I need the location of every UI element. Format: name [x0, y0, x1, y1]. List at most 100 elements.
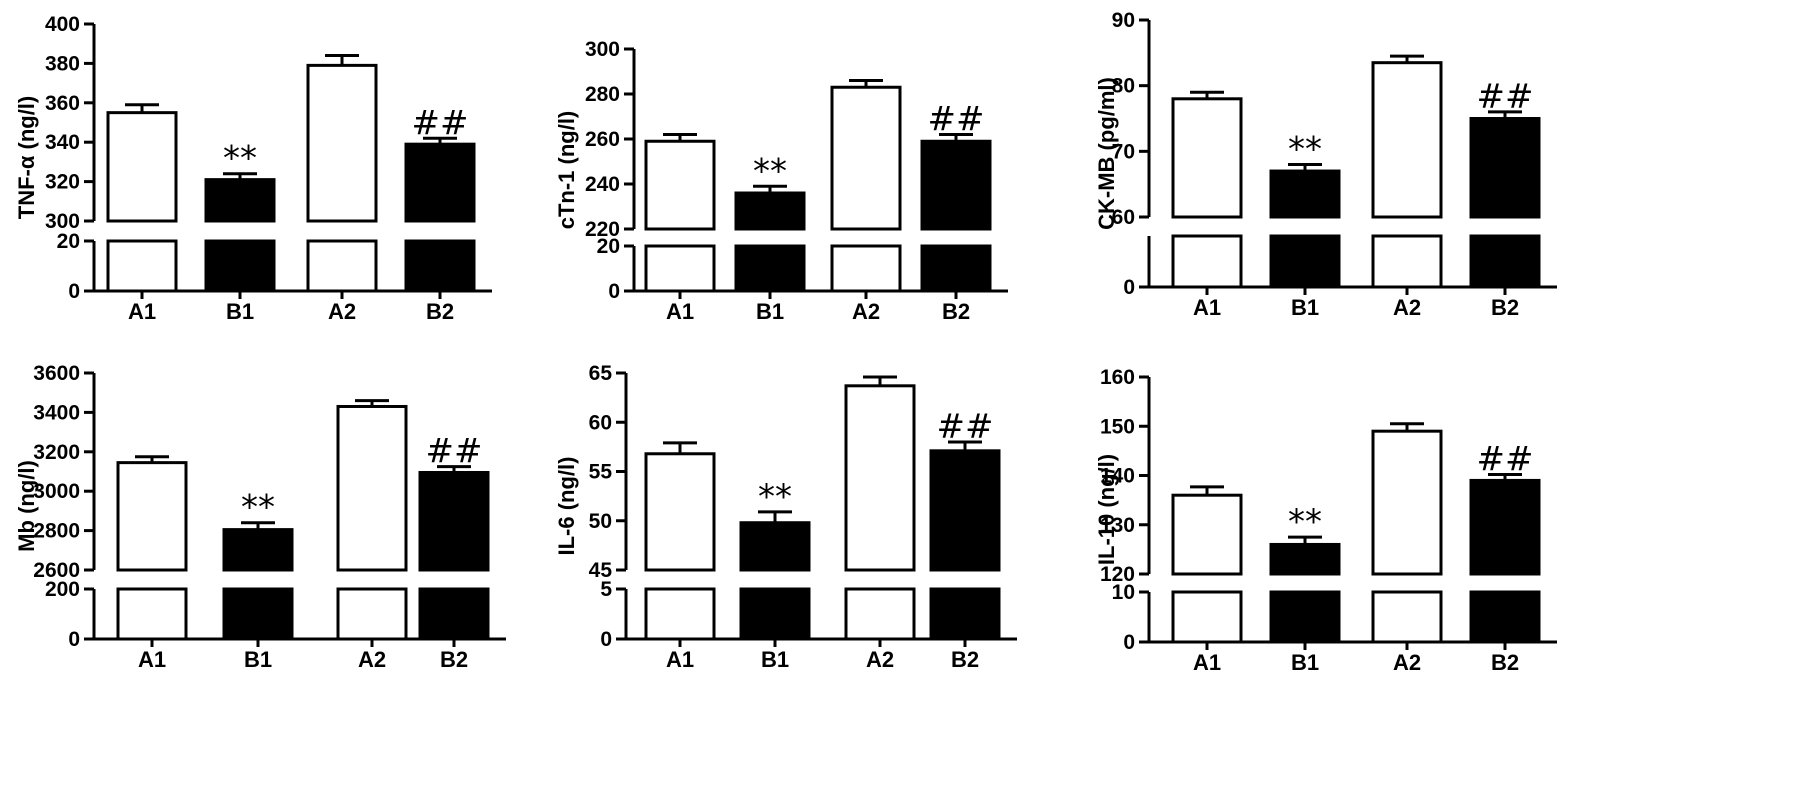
- bar-upper-a2: [844, 384, 916, 572]
- bar-lower-b2: [929, 587, 1001, 641]
- y-axis-title: CK-MB (pg/ml): [1094, 77, 1119, 230]
- bar-lower-a2: [830, 244, 902, 293]
- y-tick-label: 340: [45, 131, 80, 154]
- significance-label: ##: [412, 103, 469, 143]
- bar-lower-a1: [106, 239, 178, 293]
- y-tick-label: 0: [600, 628, 612, 651]
- y-tick-label: 380: [45, 52, 80, 75]
- bar-lower-b1: [1269, 590, 1341, 644]
- bar-lower-b2: [920, 244, 992, 293]
- x-tick-label: B2: [942, 299, 970, 324]
- x-tick-label: A2: [328, 299, 356, 324]
- y-tick-label: 3000: [33, 480, 80, 503]
- y-axis-title: IL-10 (ng/l): [1094, 454, 1119, 565]
- bar-lower-a2: [1371, 590, 1443, 644]
- y-tick-label: 360: [45, 92, 80, 115]
- significance-label: ##: [1477, 440, 1534, 480]
- bar-upper-a1: [116, 461, 188, 572]
- significance-label: **: [758, 477, 792, 517]
- y-tick-label: 50: [589, 510, 612, 533]
- x-tick-label: A2: [1393, 650, 1421, 675]
- bar-lower-b1: [204, 239, 276, 293]
- y-tick-label: 0: [68, 280, 80, 303]
- bar-upper-b2: [1469, 478, 1541, 576]
- x-tick-label: A2: [1393, 295, 1421, 320]
- bar-lower-b2: [1469, 234, 1541, 289]
- y-tick-label: 130: [1100, 514, 1135, 537]
- bar-lower-a2: [1371, 234, 1443, 289]
- bar-lower-b1: [222, 587, 294, 641]
- y-tick-label: 3400: [33, 401, 80, 424]
- bar-upper-a2: [1371, 61, 1443, 219]
- y-tick-label: 10: [1112, 581, 1135, 604]
- y-tick-label: 0: [1123, 276, 1135, 299]
- bar-lower-a2: [844, 587, 916, 641]
- chart-panel-5: 45 50 55 60 65 0 5 IL-6 (ng/l) A1 ** B1 A2 ## B2: [554, 362, 1017, 672]
- bar-upper-a1: [1171, 493, 1243, 576]
- significance-label: ##: [928, 100, 985, 140]
- y-axis-title: TNF-α (ng/l): [14, 96, 39, 219]
- significance-label: **: [223, 139, 257, 179]
- y-tick-label: 120: [1100, 563, 1135, 586]
- y-tick-label: 2600: [33, 559, 80, 582]
- bar-upper-b1: [1269, 169, 1341, 219]
- bar-upper-b1: [222, 528, 294, 572]
- y-tick-label: 3200: [33, 441, 80, 464]
- x-tick-label: B1: [1291, 295, 1319, 320]
- significance-label: **: [241, 488, 275, 528]
- bar-upper-a2: [306, 63, 378, 223]
- y-tick-label: 60: [1112, 206, 1135, 229]
- significance-label: **: [1288, 129, 1322, 169]
- bar-upper-a1: [106, 111, 178, 223]
- x-tick-label: A2: [852, 299, 880, 324]
- x-tick-label: A1: [138, 647, 166, 672]
- bar-lower-a2: [336, 587, 408, 641]
- y-tick-label: 2800: [33, 520, 80, 543]
- bar-upper-b2: [1469, 117, 1541, 219]
- bar-upper-b1: [734, 191, 806, 231]
- x-tick-label: B1: [761, 647, 789, 672]
- y-tick-label: 20: [597, 235, 620, 258]
- y-tick-label: 280: [585, 83, 620, 106]
- y-tick-label: 65: [589, 362, 613, 385]
- y-tick-label: 220: [585, 218, 620, 241]
- bar-upper-a1: [644, 139, 716, 231]
- x-tick-label: A1: [666, 299, 694, 324]
- y-tick-label: 300: [45, 210, 80, 233]
- x-tick-label: B1: [756, 299, 784, 324]
- bar-lower-a1: [1171, 234, 1243, 289]
- x-tick-label: A2: [358, 647, 386, 672]
- significance-label: ##: [426, 432, 483, 472]
- y-tick-label: 200: [45, 578, 80, 601]
- bar-lower-b1: [734, 244, 806, 293]
- y-axis-title: IL-6 (ng/l): [554, 457, 579, 556]
- y-axis-title: Mb (ng/l): [14, 460, 39, 552]
- x-tick-label: B1: [226, 299, 254, 324]
- bar-upper-b1: [1269, 542, 1341, 576]
- x-tick-label: A1: [128, 299, 156, 324]
- bar-lower-a1: [644, 244, 716, 293]
- bar-lower-b2: [1469, 590, 1541, 644]
- y-tick-label: 300: [585, 38, 620, 61]
- y-tick-label: 240: [585, 173, 620, 196]
- bar-upper-b1: [204, 178, 276, 223]
- chart-panel-1: 300 320 340 360 380 400 0 20 TNF-α (ng/l) A1 ** B1 A…: [14, 13, 492, 324]
- y-tick-label: 60: [589, 411, 612, 434]
- y-tick-label: 0: [68, 628, 80, 651]
- y-axis-title: cTn-1 (ng/l): [554, 111, 579, 230]
- bar-lower-b2: [404, 239, 476, 293]
- y-tick-label: 400: [45, 13, 80, 36]
- y-tick-label: 20: [57, 230, 80, 253]
- y-tick-label: 70: [1112, 140, 1135, 163]
- bar-upper-a2: [336, 404, 408, 572]
- y-tick-label: 150: [1100, 415, 1135, 438]
- significance-label: ##: [1477, 77, 1534, 117]
- bar-upper-b2: [920, 139, 992, 231]
- bar-upper-a2: [830, 85, 902, 231]
- bar-upper-a1: [644, 452, 716, 572]
- x-tick-label: B1: [1291, 650, 1319, 675]
- y-tick-label: 45: [589, 559, 613, 582]
- x-tick-label: A1: [1193, 650, 1221, 675]
- chart-panel-3: 60 70 80 90 0 CK-MB (pg/ml) A1 ** B1 A2 ## B2: [1094, 9, 1557, 320]
